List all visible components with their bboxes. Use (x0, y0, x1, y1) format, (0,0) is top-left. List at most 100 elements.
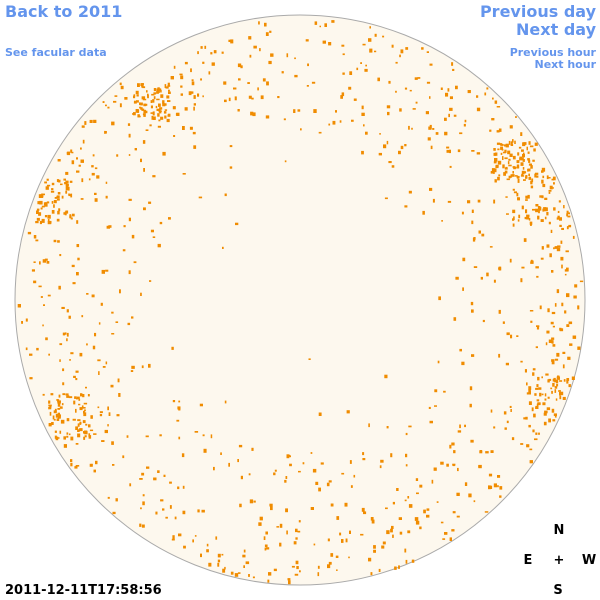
facula (91, 172, 95, 176)
facula (75, 408, 77, 413)
facula (320, 462, 324, 465)
facula (172, 535, 175, 540)
facula (72, 282, 76, 285)
facula (314, 21, 318, 25)
facula (141, 472, 145, 476)
facula (342, 53, 345, 56)
facula (152, 111, 155, 116)
back-link[interactable]: Back to 2011 (5, 2, 122, 21)
facula (139, 478, 143, 480)
facula (451, 529, 455, 532)
facula (248, 473, 251, 476)
facula (509, 125, 513, 129)
facula (493, 426, 496, 429)
facula (544, 410, 548, 414)
facula (276, 526, 280, 528)
previous-day-link[interactable]: Previous day (480, 2, 597, 21)
facula (426, 81, 431, 84)
facula (77, 423, 80, 427)
next-hour-link[interactable]: Next hour (535, 58, 597, 71)
facula (497, 176, 500, 181)
facula (566, 379, 569, 384)
facula (126, 435, 129, 438)
facula (40, 207, 43, 210)
facula (558, 390, 561, 392)
facula (545, 373, 549, 376)
facular-data-link[interactable]: See facular data (5, 46, 107, 59)
facula (57, 192, 61, 195)
facula (43, 304, 45, 306)
facula (326, 482, 330, 487)
facula (464, 424, 466, 428)
facula (54, 197, 58, 199)
facula (535, 405, 538, 408)
facula (57, 210, 60, 215)
facula (412, 108, 416, 110)
facula (564, 269, 568, 272)
facula (193, 103, 196, 106)
facula (41, 205, 45, 208)
facula (532, 159, 535, 162)
facula (243, 549, 246, 553)
facula (391, 165, 395, 168)
facula (499, 495, 502, 498)
next-day-link[interactable]: Next day (516, 20, 597, 39)
facula (44, 258, 48, 261)
facula (93, 469, 96, 473)
facula (44, 215, 48, 218)
facula (536, 384, 539, 388)
facula (348, 86, 352, 90)
facula (156, 108, 160, 111)
facula (548, 418, 551, 423)
facula (479, 450, 483, 452)
facula (382, 541, 386, 545)
facula (131, 316, 134, 319)
facula (165, 86, 169, 89)
facula (340, 95, 343, 99)
facula (33, 261, 36, 263)
facula (484, 92, 487, 96)
facula (521, 173, 524, 176)
facula (224, 400, 227, 404)
facula (419, 526, 422, 530)
facula (488, 485, 491, 490)
facula (146, 90, 148, 93)
facula (204, 45, 207, 49)
facula (523, 179, 526, 181)
facula (528, 386, 532, 390)
facula (522, 159, 525, 162)
facula (388, 80, 391, 84)
facula (133, 95, 136, 99)
facula (83, 409, 86, 412)
facula (527, 151, 530, 154)
facula (327, 564, 331, 569)
facula (408, 504, 413, 508)
facula (449, 537, 452, 541)
facula (242, 554, 246, 558)
facula (524, 216, 527, 220)
facula (469, 403, 472, 408)
facula (66, 309, 69, 313)
facula (528, 163, 532, 166)
facula (537, 402, 541, 406)
facula (182, 173, 186, 175)
facula (318, 131, 322, 134)
facula (253, 45, 257, 49)
facula (391, 44, 394, 48)
previous-hour-link[interactable]: Previous hour (510, 46, 597, 59)
facula (467, 200, 471, 204)
facula (527, 168, 529, 172)
facula (156, 88, 159, 92)
facula (105, 269, 109, 272)
facula (181, 453, 185, 458)
facula (234, 96, 237, 101)
facula (251, 447, 254, 451)
facula (432, 128, 435, 130)
facula (140, 83, 143, 86)
facula (500, 146, 503, 150)
facula (133, 261, 137, 264)
facula (80, 147, 82, 150)
facula (222, 246, 224, 249)
facula (332, 120, 336, 125)
facula (551, 337, 555, 340)
